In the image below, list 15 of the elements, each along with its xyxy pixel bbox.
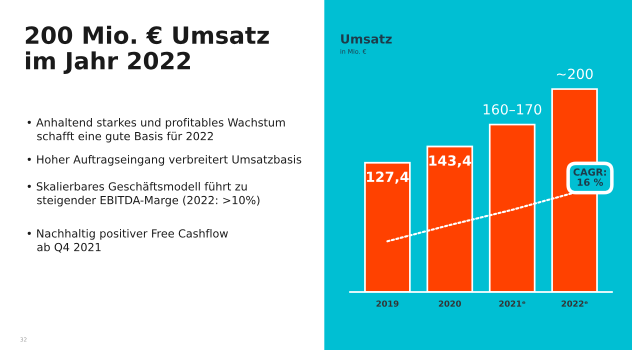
data-label: ~200 — [556, 68, 593, 80]
text: • Hoher Auftragseingang verbreitert Umsatzbasis — [28, 155, 302, 166]
x-tick-label: 2019 — [376, 300, 398, 307]
text: • Skalierbares Geschäftsmodell führt zu steigender EBITDA-Marge (2022: >10%) — [28, 182, 260, 206]
x-tick-label: 2021ᵉ — [499, 300, 526, 307]
text: • Nachhaltig positiver Free Cashflow ab Q4 2021 — [28, 229, 228, 253]
annotation: CAGR: 16 % — [573, 168, 606, 186]
x-tick-label: 2022ᵉ — [562, 300, 588, 307]
data-label: 160–170 — [484, 104, 542, 115]
text: 200 Mio. € Umsatz im Jahr 2022 — [26, 26, 269, 74]
data-label: 143,4 — [429, 155, 472, 168]
text: • Anhaltend starkes und profitables Wachstum schafft eine gute Basis für 2022 — [28, 118, 285, 142]
data-label: 127,4 — [367, 172, 409, 184]
x-tick-label: 2020 — [438, 300, 462, 307]
chart-title: Umsatz — [341, 34, 392, 44]
